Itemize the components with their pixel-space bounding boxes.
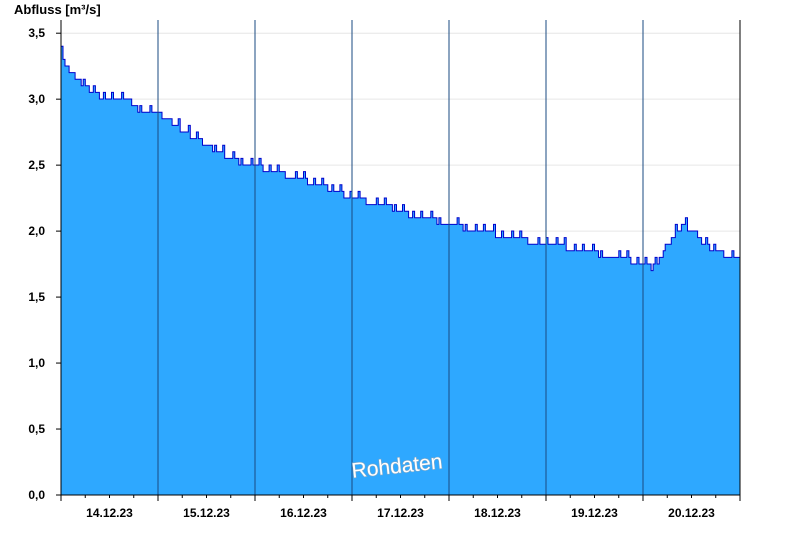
y-tick-label: 1,0: [28, 356, 45, 370]
y-tick-label: 3,0: [28, 92, 45, 106]
day-dividers: [157, 20, 644, 495]
x-tick-label: 15.12.23: [183, 506, 230, 520]
x-tick-label: 16.12.23: [280, 506, 327, 520]
x-tick-label: 20.12.23: [668, 506, 715, 520]
x-tick-label: 19.12.23: [571, 506, 618, 520]
y-tick-label: 1,5: [28, 290, 45, 304]
y-tick-label: 3,5: [28, 26, 45, 40]
x-tick-label: 17.12.23: [377, 506, 424, 520]
x-axis-ticks: 14.12.23 15.12.23 16.12.23 17.12.23 18.12.23…: [60, 495, 741, 520]
y-tick-label: 2,0: [28, 224, 45, 238]
x-tick-label: 18.12.23: [474, 506, 521, 520]
y-tick-label: 0,5: [28, 422, 45, 436]
x-tick-label: 14.12.23: [86, 506, 133, 520]
y-tick-label: 0,0: [28, 488, 45, 502]
y-axis-ticks: 0,0 0,5 1,0 1,5 2,0 2,5 3,0 3,5: [28, 26, 61, 502]
y-tick-label: 2,5: [28, 158, 45, 172]
series-area-discharge: [61, 46, 740, 495]
series-line-discharge: [61, 45, 741, 272]
y-axis-label: Abfluss [m³/s]: [14, 2, 101, 17]
